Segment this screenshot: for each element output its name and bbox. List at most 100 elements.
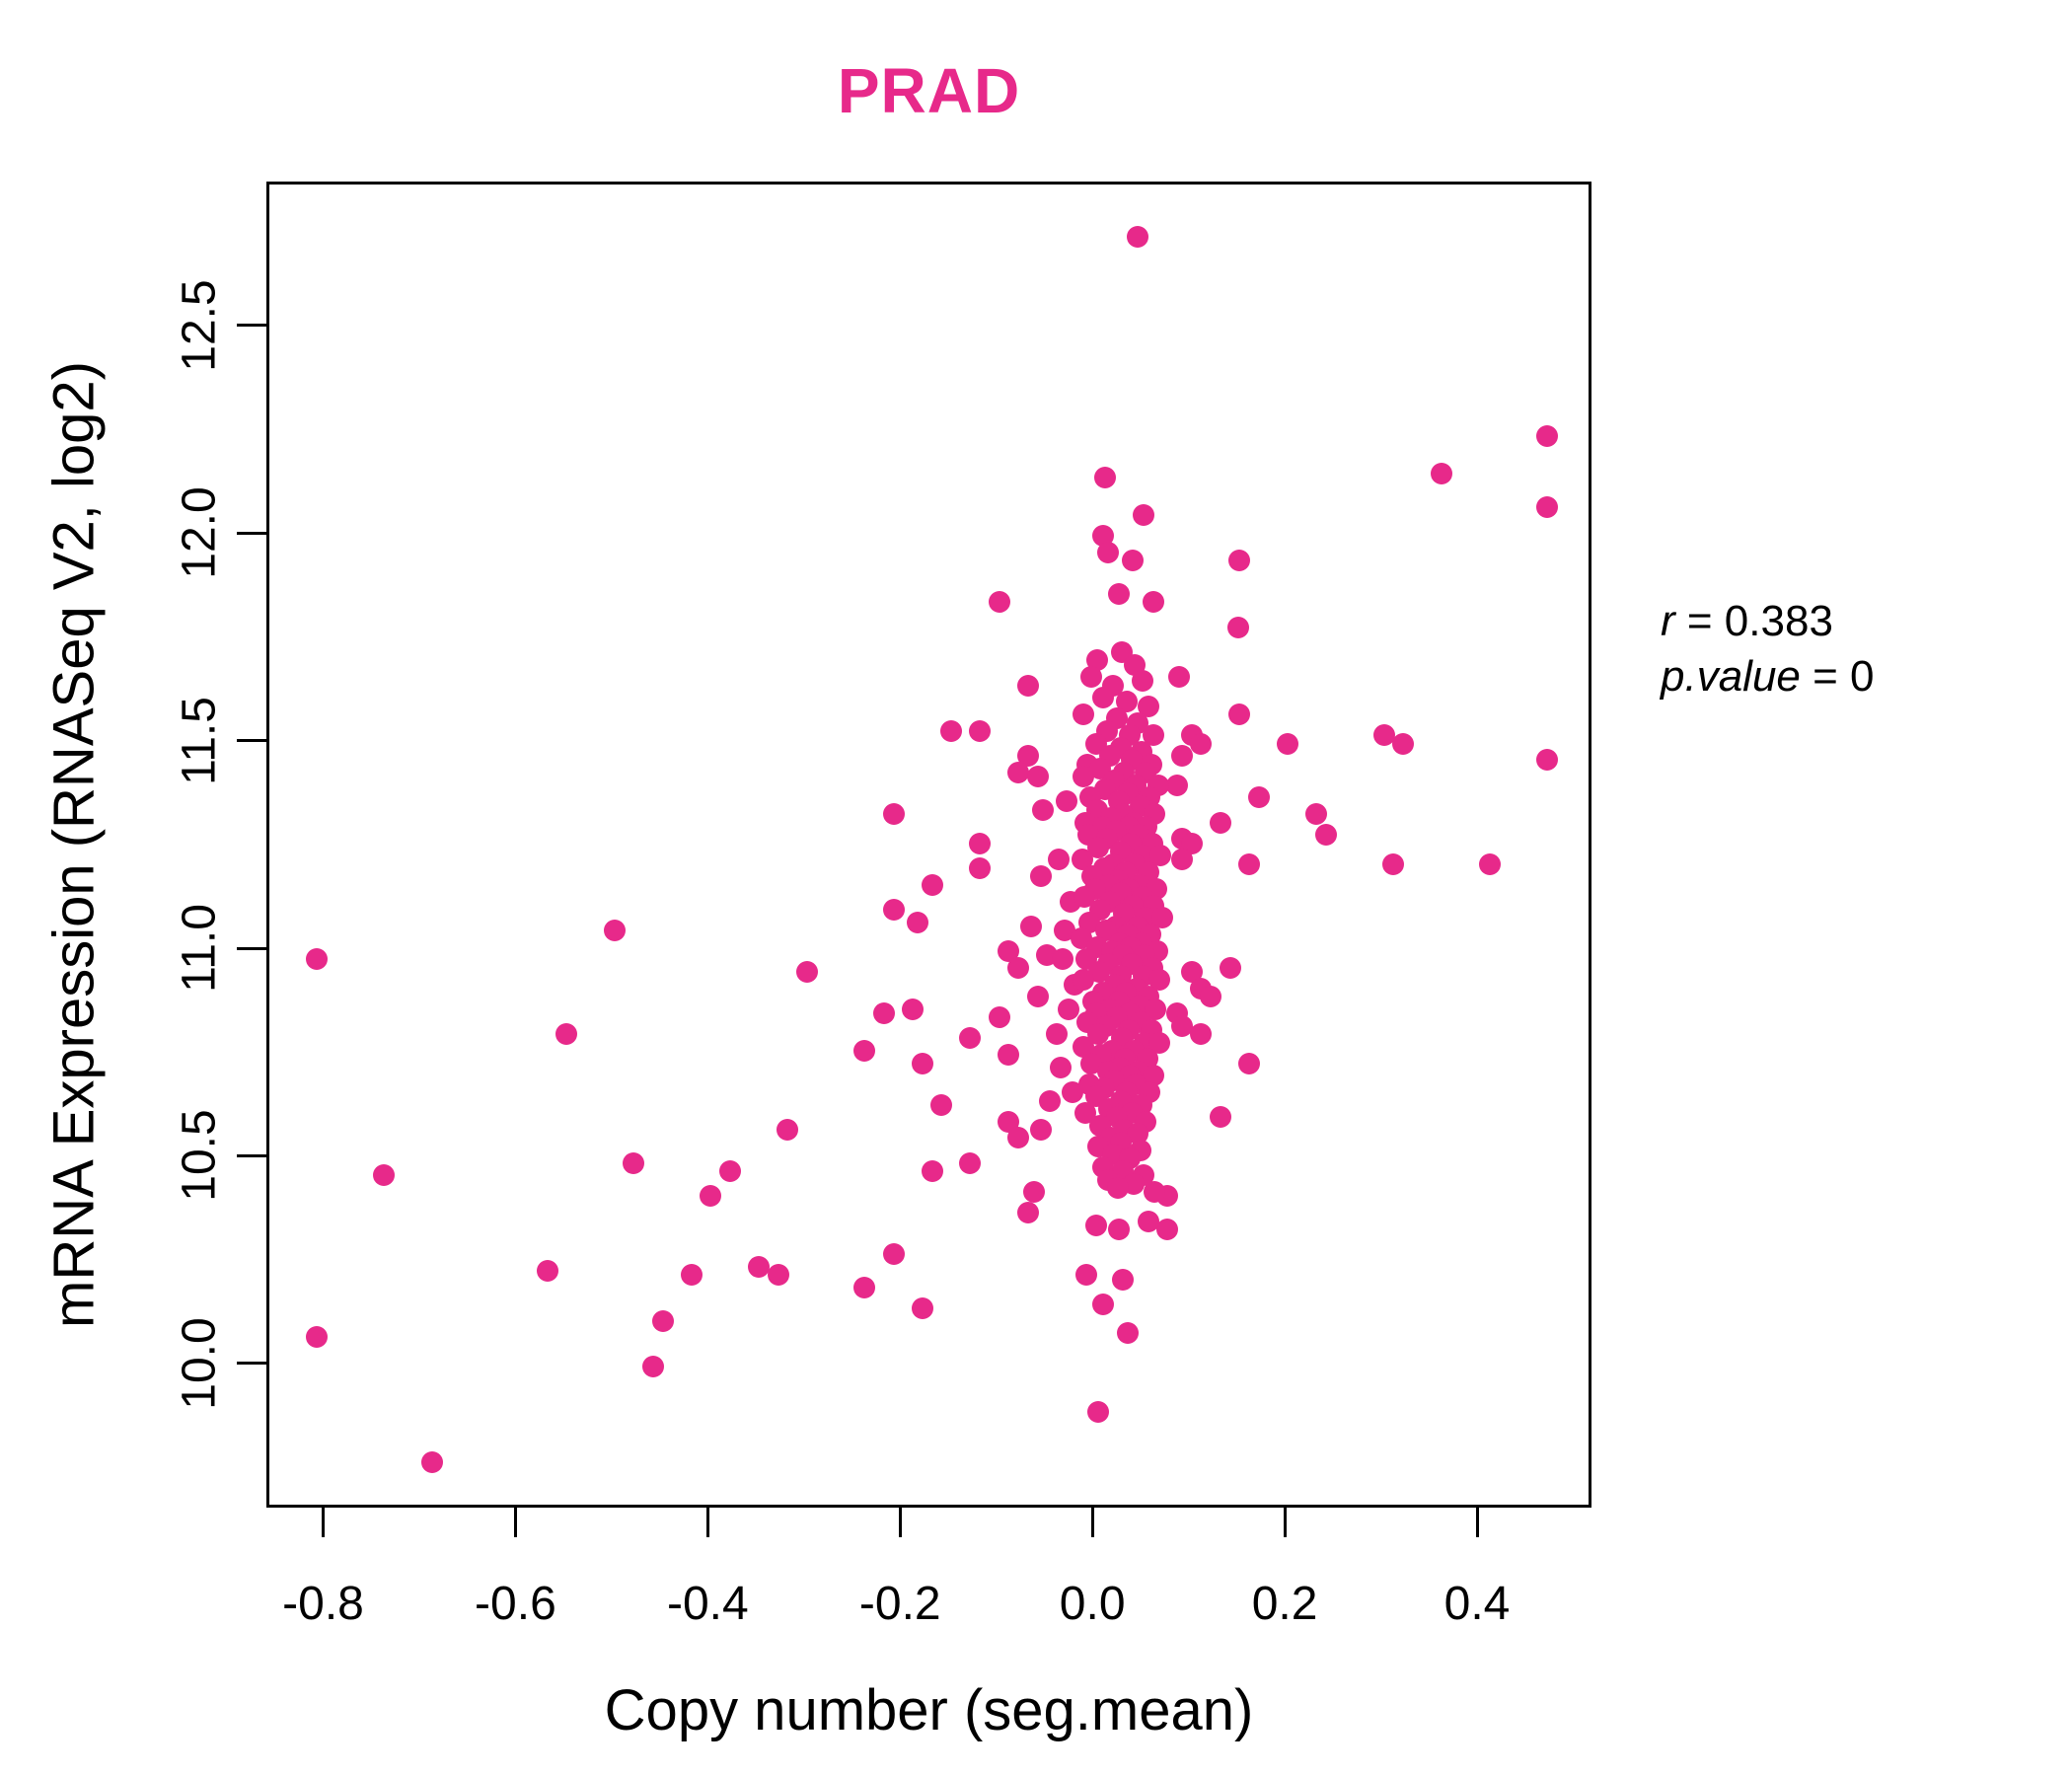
scatter-point [1080, 666, 1103, 689]
correlation-annotation: r = 0.383 p.value = 0 [1661, 594, 1875, 705]
x-tick-mark [1283, 1508, 1287, 1537]
scatter-point [748, 1255, 771, 1278]
scatter-point [777, 1119, 799, 1142]
scatter-point [1372, 724, 1395, 747]
scatter-point [1091, 1293, 1114, 1315]
scatter-point [1122, 550, 1145, 572]
scatter-point [1046, 1023, 1069, 1046]
scatter-point [1190, 1023, 1213, 1046]
scatter-point [1277, 732, 1299, 755]
scatter-point [641, 1355, 664, 1377]
scatter-point [1048, 849, 1071, 871]
scatter-point [700, 1185, 722, 1208]
x-axis-label: Copy number (seg.mean) [604, 1678, 1254, 1742]
scatter-point [930, 1093, 953, 1116]
scatter-point [1137, 695, 1159, 717]
scatter-point [1219, 956, 1241, 979]
x-tick-mark [513, 1508, 517, 1537]
scatter-point [939, 719, 962, 742]
scatter-point [1053, 919, 1075, 941]
scatter-point [1026, 986, 1049, 1008]
scatter-point [1132, 504, 1154, 527]
x-tick-label: 0.2 [1251, 1578, 1318, 1630]
scatter-point [1016, 745, 1039, 768]
scatter-point [555, 1023, 578, 1046]
scatter-point [1144, 998, 1166, 1020]
scatter-point [1071, 849, 1093, 871]
scatter-point [623, 1151, 645, 1174]
y-tick-mark [237, 324, 266, 328]
scatter-point [1151, 907, 1174, 929]
p-value-variable: p.value [1661, 652, 1801, 702]
scatter-point [1029, 865, 1052, 888]
y-tick-label: 10.0 [173, 1317, 226, 1410]
y-tick-label: 11.0 [173, 904, 226, 993]
correlation-r-line: r = 0.383 [1661, 594, 1875, 649]
scatter-point [1170, 849, 1193, 871]
scatter-point [1200, 986, 1222, 1008]
x-tick-label: -0.8 [282, 1578, 364, 1630]
x-tick-label: 0.4 [1443, 1578, 1511, 1630]
y-tick-label: 11.5 [173, 696, 226, 785]
scatter-point [1143, 1181, 1165, 1204]
x-tick-mark [1475, 1508, 1479, 1537]
scatter-point [1007, 956, 1030, 979]
scatter-point [1305, 803, 1328, 826]
scatter-point [1117, 1322, 1140, 1345]
y-axis-label: mRNA Expression (RNASeq V2, log2) [41, 361, 107, 1328]
scatter-point [1093, 467, 1116, 489]
scatter-point [795, 961, 818, 984]
scatter-point [1127, 226, 1149, 249]
x-tick-label: -0.2 [858, 1578, 941, 1630]
x-tick-mark [1090, 1508, 1094, 1537]
scatter-point [1085, 1214, 1108, 1236]
scatter-point [1536, 425, 1559, 448]
scatter-point [1180, 961, 1203, 984]
scatter-point [1112, 1268, 1135, 1291]
scatter-point [1127, 1123, 1149, 1146]
scatter-point [998, 1110, 1020, 1133]
y-tick-mark [237, 1362, 266, 1366]
y-tick-mark [237, 946, 266, 950]
scatter-point [882, 803, 905, 826]
scatter-point [872, 1002, 895, 1025]
scatter-point [305, 948, 328, 971]
scatter-point [853, 1276, 876, 1298]
scatter-point [1052, 948, 1074, 971]
y-tick-mark [237, 531, 266, 535]
x-tick-label: -0.6 [475, 1578, 556, 1630]
scatter-point [1116, 691, 1139, 713]
scatter-point [969, 856, 992, 879]
scatter-point [1170, 745, 1193, 768]
scatter-point [1227, 616, 1250, 638]
scatter-point [1536, 749, 1559, 772]
scatter-point [1142, 724, 1164, 747]
plot-area [266, 182, 1591, 1508]
scatter-point [1123, 1172, 1146, 1195]
y-tick-label: 10.5 [173, 1109, 226, 1203]
scatter-point [969, 719, 992, 742]
scatter-point [1080, 1052, 1103, 1074]
scatter-point [1131, 670, 1153, 693]
scatter-point [1238, 1052, 1261, 1074]
x-tick-mark [705, 1508, 709, 1537]
scatter-point [680, 1264, 703, 1287]
scatter-point [1536, 495, 1559, 518]
y-tick-mark [237, 739, 266, 743]
p-value-line: p.value = 0 [1661, 649, 1875, 704]
scatter-point [911, 1052, 933, 1074]
scatter-point [1086, 649, 1109, 672]
scatter-point [921, 1160, 943, 1183]
scatter-point [1124, 653, 1147, 676]
scatter-point [1088, 961, 1111, 984]
scatter-point [1055, 790, 1077, 813]
scatter-point [372, 1164, 395, 1187]
scatter-point [1209, 1106, 1231, 1129]
scatter-point [1026, 766, 1049, 788]
scatter-point [988, 591, 1010, 614]
x-tick-mark [322, 1508, 325, 1537]
scatter-point [1073, 703, 1095, 726]
scatter-point [959, 1027, 982, 1050]
scatter-point [1478, 852, 1501, 875]
